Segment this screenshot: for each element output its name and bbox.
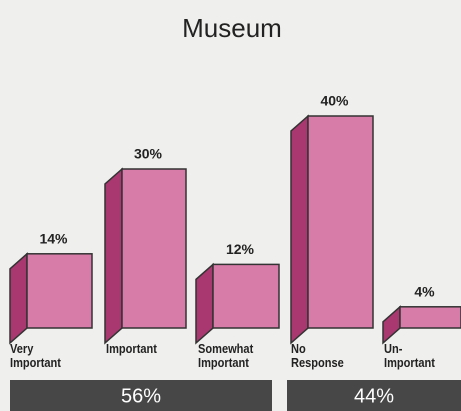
category-label: Somewhat Important (198, 341, 254, 370)
bar-side (290, 114, 309, 345)
chart-title: Museum (182, 13, 282, 43)
bar (26, 253, 93, 329)
value-label: 4% (414, 284, 435, 300)
value-label: 14% (39, 231, 68, 247)
group-label: 56% (121, 385, 161, 407)
bar-side (195, 262, 214, 345)
bar (212, 263, 280, 329)
category-label: Very Important (10, 341, 61, 370)
bar-side (9, 252, 28, 345)
bar-side (104, 167, 123, 345)
value-label: 12% (226, 241, 255, 257)
group-label: 44% (354, 385, 394, 407)
category-label: Un- Important (384, 341, 435, 370)
category-label: No Response (291, 341, 344, 370)
category-label: Important (106, 341, 157, 356)
bar (307, 115, 374, 329)
value-label: 30% (134, 146, 163, 162)
bar (121, 168, 187, 329)
bar-side (382, 305, 401, 345)
value-label: 40% (320, 93, 349, 109)
bar (399, 306, 461, 329)
group-box (10, 380, 272, 411)
group-box (287, 380, 461, 411)
